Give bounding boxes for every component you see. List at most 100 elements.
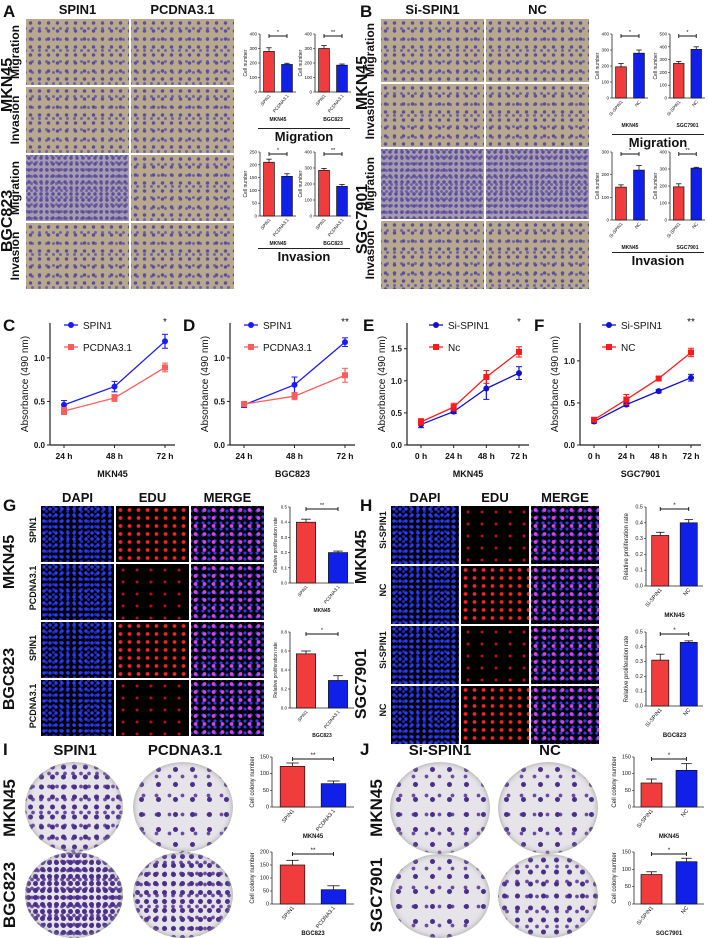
y-tick-label: 100 [260, 771, 269, 777]
x-tick-label: PCDNA3.1 [315, 808, 337, 832]
column-header: PCDNA3.1 [150, 2, 215, 17]
legend-label: Si-SPIN1 [621, 321, 663, 332]
y-tick-label: 200 [659, 70, 667, 75]
y-tick-label: 0.1 [635, 689, 643, 695]
data-point [516, 348, 522, 355]
y-tick-label: 0.0 [564, 441, 576, 450]
fluorescence-image-merge [190, 563, 265, 621]
y-tick-label: 50 [252, 201, 258, 206]
data-point [483, 385, 490, 392]
x-tick-label: PCDNA3.1 [323, 709, 341, 729]
column-header: SPIN1 [53, 742, 97, 759]
significance-mark: * [673, 502, 676, 509]
group-underline [612, 252, 704, 253]
x-tick-label: Si-SPIN1 [666, 221, 682, 239]
x-tick-label: SPIN1 [260, 217, 273, 231]
y-tick-label: 0.6 [281, 649, 288, 654]
fluorescence-image-merge [530, 505, 600, 565]
legend-label: SPIN1 [83, 321, 112, 332]
colony-plate [498, 854, 598, 938]
y-tick-label: 0.1 [635, 568, 643, 574]
micrograph [25, 154, 130, 222]
series-line [420, 372, 520, 426]
row-label-group: SPIN1 [28, 517, 38, 544]
row-label-assay: Migration [363, 157, 377, 211]
x-axis-label: MKN45 [622, 245, 639, 251]
y-axis-label: Cell number [595, 172, 601, 199]
data-point [623, 396, 630, 403]
x-tick-label: Si-SPIN1 [608, 99, 624, 117]
x-tick-label: 72 h [336, 451, 353, 461]
column-header: NC [528, 2, 547, 17]
significance-mark: * [517, 317, 521, 328]
y-tick-label: 100 [659, 83, 667, 88]
y-tick-label: 200 [249, 61, 257, 66]
row-label-group: PCDNA3.1 [28, 565, 38, 611]
micrograph [485, 83, 590, 148]
data-point [483, 373, 490, 380]
y-tick-label: 0.0 [635, 584, 643, 590]
panel-label-h: H [360, 496, 373, 515]
legend-marker [606, 344, 612, 350]
chart-A-inv-BGC823: 0 100 200 300 400 Cell number SPIN1 PCDNA3.1 ** B… [298, 148, 351, 247]
chart-C: 0.0 0.5 1.0 24 h 48 h 72 h MKN45 Absorbance (49… [20, 317, 175, 479]
y-tick-label: 0.0 [635, 704, 643, 710]
y-tick-label: 0.0 [391, 441, 403, 450]
micrograph [130, 18, 235, 86]
fluorescence-image-edu [115, 679, 190, 737]
x-tick-label: PCDNA3.1 [315, 905, 337, 929]
y-tick-label: 100 [304, 75, 312, 80]
y-tick-label: 0 [254, 214, 257, 219]
fluorescence-image-edu [460, 685, 530, 745]
bar [328, 552, 348, 584]
significance-mark: * [668, 752, 671, 759]
y-tick-label: 200 [260, 850, 269, 856]
x-tick-label: 72 h [682, 451, 699, 461]
significance-mark: ** [687, 317, 695, 328]
bar [690, 167, 702, 221]
significance-mark: ** [320, 503, 325, 509]
x-tick-label: NC [683, 707, 693, 717]
y-tick-label: 50 [263, 889, 269, 895]
y-axis-label: Cell colony number [250, 756, 256, 807]
x-tick-label: PCDNA3.1 [323, 584, 341, 604]
fluorescence-image-merge [530, 625, 600, 685]
legend-marker [68, 344, 74, 350]
panel-label-f: F [534, 316, 545, 335]
y-tick-label: 100 [249, 188, 257, 193]
legend-marker [433, 322, 439, 328]
x-tick-label: NC [634, 99, 642, 108]
row-label-group: SPIN1 [28, 635, 38, 662]
data-point [111, 383, 118, 390]
x-tick-label: Si-SPIN1 [636, 808, 655, 829]
significance-mark: * [668, 847, 671, 854]
x-tick-label: SPIN1 [315, 217, 328, 231]
y-tick-label: 200 [659, 184, 667, 189]
x-tick-label: NC [683, 587, 693, 597]
data-point [591, 416, 597, 423]
bar [318, 48, 330, 93]
data-point [342, 372, 348, 379]
y-tick-label: 150 [260, 755, 269, 761]
y-tick-label: 0 [309, 90, 312, 95]
x-axis-label: MKN45 [453, 469, 484, 479]
y-tick-label: 0.5 [214, 397, 226, 406]
bar [320, 889, 347, 905]
column-header: EDU [481, 490, 509, 505]
group-label: Migration [628, 135, 688, 150]
row-label-assay: Invasion [8, 231, 22, 281]
bar [640, 874, 663, 905]
micrograph [25, 222, 130, 290]
colony-plate [133, 852, 233, 938]
y-tick-label: 0 [664, 218, 667, 223]
column-header: SPIN1 [58, 2, 97, 17]
x-tick-label: NC [680, 808, 690, 818]
fluorescence-image-edu [115, 505, 190, 563]
bar [673, 63, 685, 99]
bar [633, 52, 645, 99]
data-point [162, 364, 168, 371]
bar [263, 161, 275, 217]
row-label-assay: Invasion [8, 95, 22, 145]
row-label-cell-line: BGC823 [1, 647, 18, 711]
y-tick-label: 0.3 [635, 659, 643, 665]
